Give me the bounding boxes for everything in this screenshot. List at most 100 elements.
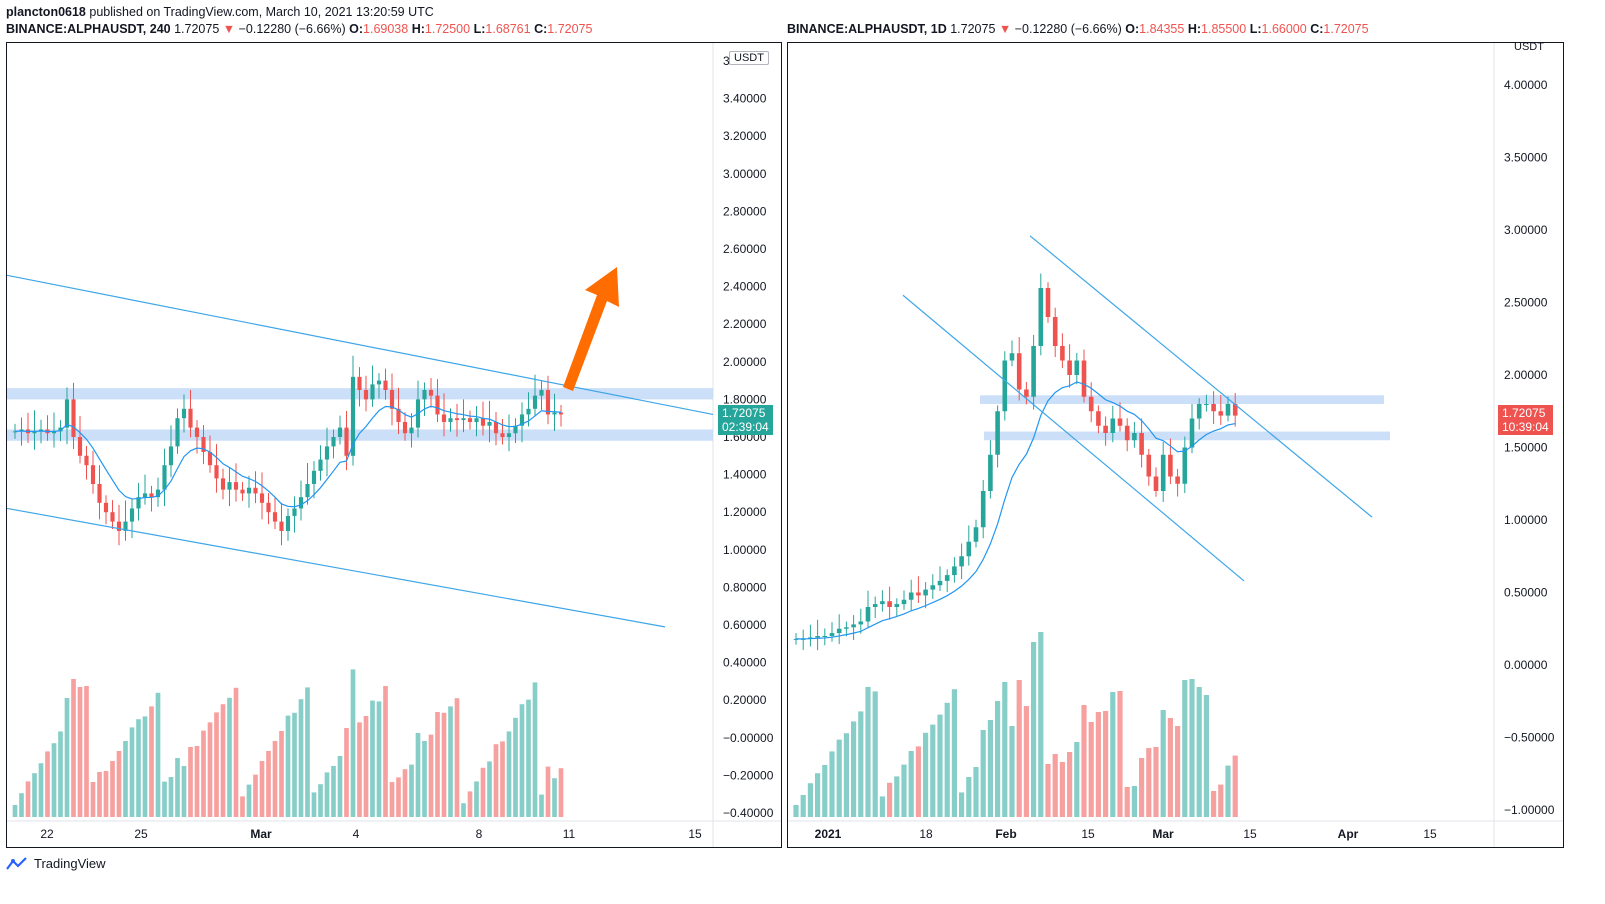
candle-body [292,508,297,516]
candle-body [829,633,835,636]
candle-body [980,491,986,528]
volume-bar [38,763,44,817]
candle-body [474,418,479,422]
candle-body [84,455,89,466]
volume-bar [64,698,70,817]
y-tick-label: 0.20000 [723,693,767,707]
y-tick-label: 1.40000 [723,468,767,482]
candle-body [480,418,486,426]
candle-body [1002,360,1008,412]
y-tick-label: −0.20000 [723,768,774,782]
candle-body [435,395,440,415]
x-tick-label: 25 [134,827,148,841]
volume-bar [389,782,395,817]
volume-bar [519,704,525,817]
volume-bar [1016,680,1022,817]
volume-bar [843,733,849,817]
x-tick-label: 22 [40,827,54,841]
volume-bar [194,746,200,817]
left-last-price: 1.72075 [722,406,766,420]
volume-bar [136,719,141,817]
left-low: 1.68761 [485,22,531,36]
candle-body [77,437,83,456]
resistance-zone [980,395,1384,404]
candle-body [181,408,187,419]
support-zone [984,431,1390,441]
volume-bar [1052,754,1058,817]
volume-bar [357,722,362,817]
trend-line [7,507,666,628]
right-chart-svg[interactable]: 4.00000 3.50000 3.00000 2.50000 2.00000 1.500… [788,43,1563,847]
volume-bar [454,698,460,817]
candle-body [97,484,102,503]
y-tick-label: 3.40000 [723,92,767,106]
y-tick-label: 3.00000 [723,167,767,181]
volume-bar [441,712,447,817]
candle-body [1060,346,1065,361]
x-tick-label: 18 [919,827,933,841]
right-chart-pane[interactable]: 4.00000 3.50000 3.00000 2.50000 2.00000 1.500… [787,42,1564,848]
volume-bar [311,792,317,817]
x-tick-label: Mar [1152,827,1174,841]
volume-bar [1225,765,1231,817]
left-countdown: 02:39:04 [722,420,769,434]
x-tick-label: 15 [1423,827,1437,841]
x-tick-label: 2021 [815,827,842,841]
volume-bar [973,767,979,817]
y-tick-label: −1.00000 [1504,803,1555,817]
candle-body [370,384,375,400]
left-symbol[interactable]: BINANCE:ALPHAUSDT, 240 [6,22,171,36]
volume-bar [526,699,531,817]
moving-average-line [14,405,562,508]
volume-bar [435,712,440,817]
tradingview-brand[interactable]: TradingView [6,856,106,871]
candle-body [259,493,265,503]
candle-body [253,487,258,494]
candle-body [1175,476,1180,484]
candle-body [526,408,531,415]
candle-body [493,421,499,434]
candle-body [1153,476,1159,491]
trend-line [902,294,1245,582]
volume-bar [980,730,986,817]
y-tick-label: 1.80000 [723,392,767,406]
candle-body [1146,454,1152,477]
volume-bar [337,756,343,817]
left-chart-svg[interactable]: 3 3.40000 3.20000 3.00000 2.80000 2.60000 2.40… [7,43,781,847]
y-tick-label: 1.50000 [1504,441,1548,455]
candle-body [1074,360,1080,375]
author-name[interactable]: plancton0618 [6,5,86,19]
candle-body [1067,360,1072,375]
candle-body [266,502,271,513]
volume-bar [396,777,401,817]
x-tick-label: 11 [563,827,576,841]
right-symbol[interactable]: BINANCE:ALPHAUSDT, 1D [787,22,947,36]
volume-bar [879,796,885,817]
left-chart-pane[interactable]: 3 3.40000 3.20000 3.00000 2.80000 2.60000 2.40… [6,42,782,848]
candle-body [123,521,128,531]
volume-bar [1175,726,1181,817]
volume-bar [545,766,551,817]
candle-body [103,502,109,513]
volume-bar [45,751,50,817]
y-tick-label: 2.00000 [1504,368,1548,382]
y-tick-label: 1.00000 [1504,513,1548,527]
candle-body [396,408,401,422]
volume-bar [1153,747,1159,817]
volume-bar [298,699,304,817]
volume-bar [344,728,349,817]
moving-average-line [796,381,1236,640]
y-tick-label: 3.00000 [1504,223,1548,237]
right-high: 1.85500 [1201,22,1247,36]
volume-bar [532,682,538,817]
volume-bar [240,796,245,817]
volume-bar [815,773,821,817]
candle-body [944,575,950,581]
volume-bar [168,777,174,817]
candle-body [409,427,414,434]
right-down-arrow-icon: ▼ [998,22,1012,36]
volume-bar [915,746,921,817]
right-unit-label: USDT [1510,43,1548,53]
volume-bar [331,766,336,817]
candle-body [1160,454,1166,491]
